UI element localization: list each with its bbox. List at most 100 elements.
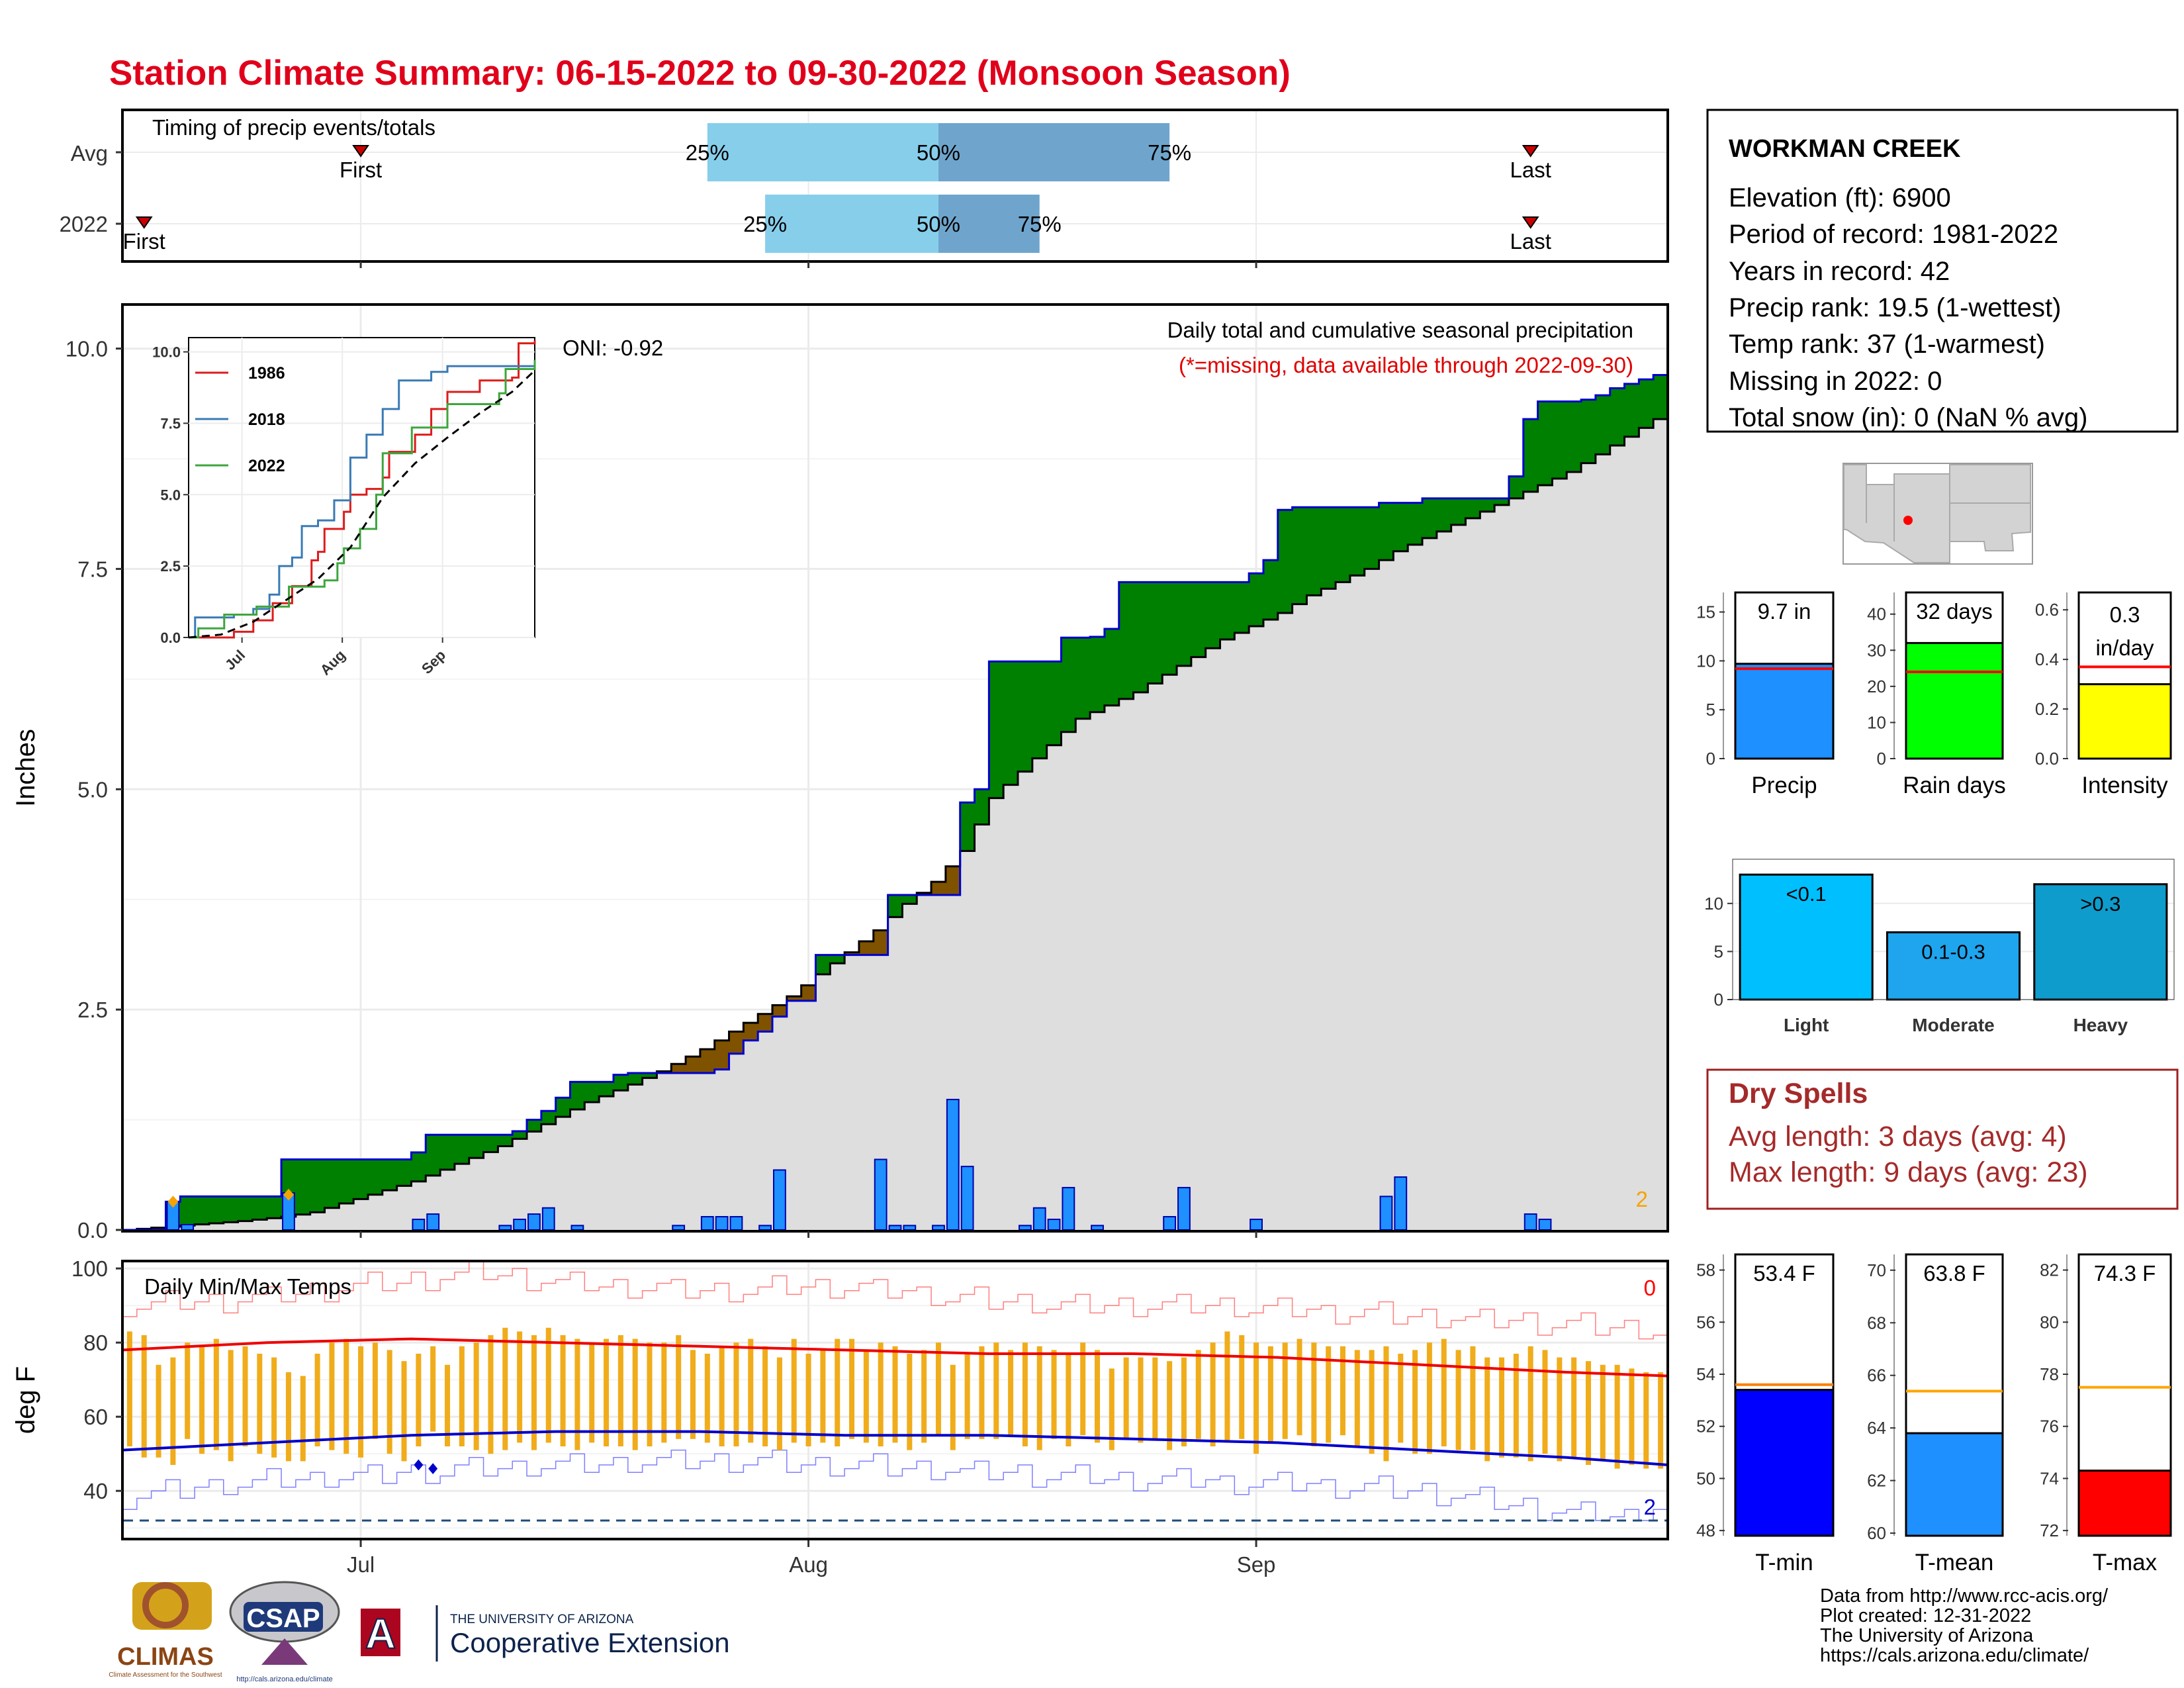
precip-frame <box>121 303 1669 1233</box>
daily-temp-range-bar <box>993 1342 999 1439</box>
csap-logo-text: CSAP <box>246 1604 320 1633</box>
daily-temp-range-bar <box>1441 1338 1447 1446</box>
mini-chart-value-label: 63.8 F <box>1923 1261 1985 1286</box>
daily-temp-range-bar <box>1412 1350 1418 1454</box>
location-map <box>1843 463 2033 565</box>
daily-precip-bar <box>672 1225 686 1231</box>
above-average-fill <box>1046 661 1062 745</box>
below-average-fill <box>858 941 874 955</box>
above-average-fill <box>339 1159 354 1204</box>
station-missing: Missing in 2022: 0 <box>1729 367 1942 396</box>
inset-series-line <box>189 363 536 639</box>
daily-temp-range-bar <box>935 1342 941 1436</box>
daily-temp-range-bar <box>1527 1346 1533 1462</box>
below-average-fill <box>873 930 889 955</box>
below-average-fill <box>931 882 946 896</box>
below-average-fill <box>714 1040 730 1070</box>
daily-temp-range-bar <box>242 1346 248 1446</box>
above-average-fill <box>989 661 1004 798</box>
daily-temp-range-bar <box>921 1350 927 1443</box>
mini-chart-y-tick-label: 72 <box>2040 1521 2059 1540</box>
timing-marker-icon <box>1522 145 1539 158</box>
timing-quantile-label: 50% <box>917 212 960 236</box>
inset-y-tick-label: 7.5 <box>160 415 181 432</box>
t-min-chart: 48 50 52 54 56 58 53.4 F T-min <box>1696 1253 1835 1575</box>
month-tick-label: Sep <box>1237 1552 1276 1577</box>
above-average-fill <box>208 1196 224 1224</box>
climas-logo: CLIMAS Climate Assessment for the Southw… <box>109 1582 222 1679</box>
below-average-fill <box>151 1227 166 1230</box>
daily-temp-range-bar <box>560 1335 566 1446</box>
timing-marker-icon <box>352 145 369 158</box>
above-average-fill <box>570 1082 585 1110</box>
daily-temp-range-bar <box>1022 1342 1028 1446</box>
ua-block-a-icon <box>361 1609 400 1656</box>
mini-chart-y-tick-label: 74 <box>2040 1468 2059 1488</box>
daily-precip-bar <box>527 1213 541 1231</box>
daily-temp-range-bar <box>1354 1350 1360 1446</box>
daily-temp-range-bar <box>1513 1354 1519 1458</box>
mini-chart-y-tick-label: 70 <box>1867 1260 1886 1280</box>
daily-temp-range-bar <box>820 1350 826 1443</box>
above-average-fill <box>1017 661 1033 772</box>
above-average-fill <box>1480 498 1495 512</box>
above-average-fill <box>887 895 903 917</box>
daily-precip-bar <box>498 1225 512 1231</box>
daily-temp-range-bar <box>170 1357 176 1465</box>
daily-temp-range-bar <box>488 1335 494 1454</box>
above-average-fill <box>411 1152 426 1182</box>
above-average-fill <box>584 1082 600 1102</box>
daily-precip-bar <box>412 1219 426 1231</box>
daily-temp-range-bar <box>1383 1346 1389 1462</box>
credits: Data from http://www.rcc-acis.org/ Plot … <box>1820 1585 2109 1666</box>
above-average-fill <box>1061 637 1076 732</box>
missing-marker-icon <box>283 1188 295 1201</box>
events-bar-label: 0.1-0.3 <box>1921 940 1985 963</box>
inset-legend-label: 2018 <box>248 410 285 429</box>
above-average-fill <box>642 1073 657 1078</box>
above-average-fill <box>1436 498 1452 532</box>
above-average-fill <box>1118 582 1134 699</box>
above-average-fill <box>180 1196 195 1226</box>
ua-logo: A THE UNIVERSITY OF ARIZONA Cooperative … <box>361 1605 730 1662</box>
above-average-fill <box>1148 582 1163 684</box>
dry-spells-frame <box>1706 1068 2179 1210</box>
climas-logo-swirl <box>142 1582 189 1628</box>
mini-chart-y-tick-label: 78 <box>2040 1364 2059 1384</box>
daily-temp-range-bar <box>892 1346 898 1443</box>
rain-days-chart: 0 10 20 30 40 32 days Rain days <box>1867 591 2006 798</box>
daily-temp-range-bar <box>1181 1357 1187 1446</box>
mini-chart-y-tick-label: 0 <box>1877 749 1886 769</box>
record-low-marker-icon <box>428 1463 438 1474</box>
mini-chart-value-label: 74.3 F <box>2094 1261 2156 1286</box>
above-average-fill <box>469 1135 484 1158</box>
daily-temp-range-bar <box>863 1350 869 1443</box>
precip-y-tick-label: 10.0 <box>66 337 108 361</box>
above-average-fill <box>830 955 845 964</box>
timing-bar-upper <box>938 195 1040 253</box>
daily-precip-bar <box>715 1216 729 1231</box>
timing-quantile-label: 25% <box>743 212 787 236</box>
daily-temp-range-bar <box>1109 1368 1115 1450</box>
above-average-fill <box>555 1098 570 1117</box>
temp-corner-bottom: 2 <box>1644 1495 1656 1519</box>
daily-temp-range-bar <box>1585 1361 1591 1465</box>
daily-temp-range-bar <box>1051 1350 1057 1439</box>
missing-marker-icon <box>167 1196 179 1208</box>
mini-chart-y-tick-label: 52 <box>1696 1417 1715 1436</box>
above-average-fill <box>1523 419 1539 492</box>
daily-precip-bar <box>1379 1196 1393 1231</box>
above-average-fill <box>396 1159 412 1186</box>
temp-y-axis-label: deg F <box>11 1366 40 1434</box>
daily-temp-range-bar <box>1455 1350 1461 1450</box>
above-average-fill <box>1422 498 1437 538</box>
normal-min-line <box>122 1430 1668 1466</box>
temp-y-tick-label: 60 <box>83 1405 108 1429</box>
above-average-fill <box>1653 375 1668 420</box>
precip-y-tick-label: 5.0 <box>77 777 108 802</box>
timing-quantile-label: 75% <box>1148 140 1191 165</box>
daily-temp-range-bar <box>835 1338 841 1446</box>
daily-temp-range-bar <box>343 1338 349 1454</box>
